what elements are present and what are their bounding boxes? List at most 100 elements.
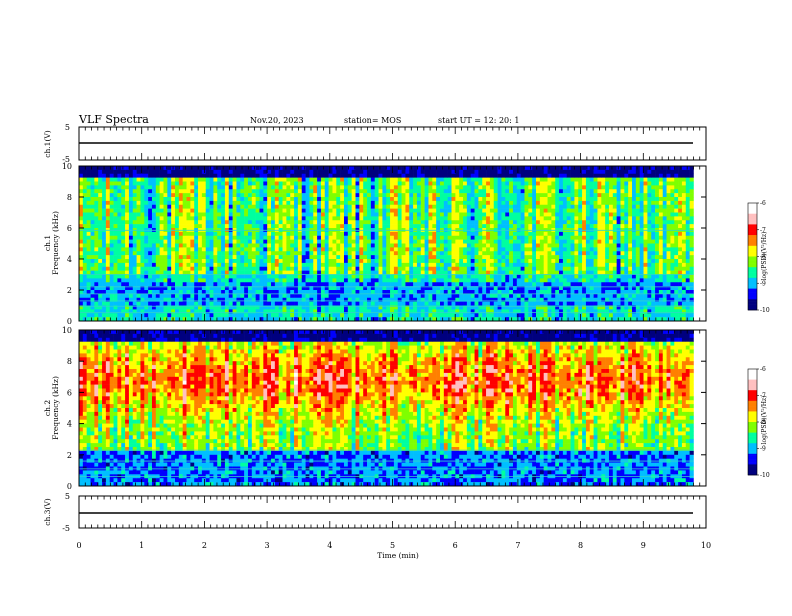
spectrogram-cell (467, 263, 471, 267)
spectrogram-cell (390, 255, 394, 259)
spectrogram-cell (275, 209, 279, 213)
spectrogram-cell (398, 170, 402, 174)
spectrogram-cell (137, 298, 141, 302)
spectrogram-cell (306, 278, 310, 282)
spectrogram-cell (555, 259, 559, 263)
spectrogram-cell (202, 236, 206, 240)
spectrogram-cell (87, 275, 91, 279)
spectrogram-cell (313, 166, 317, 170)
spectrogram-cell (505, 178, 509, 182)
spectrogram-cell (198, 220, 202, 224)
spectrogram-cell (217, 240, 221, 244)
spectrogram-cell (221, 174, 225, 178)
spectrogram-cell (413, 197, 417, 201)
spectrogram-cell (417, 224, 421, 228)
spectrogram-cell (348, 282, 352, 286)
spectrogram-cell (260, 263, 264, 267)
spectrogram-cell (98, 259, 102, 263)
spectrogram-cell (236, 170, 240, 174)
spectrogram-cell (309, 185, 313, 189)
spectrogram-cell (117, 178, 121, 182)
spectrogram-cell (428, 178, 432, 182)
spectrogram-cell (448, 182, 452, 186)
ch1v-ylabel: ch.1(V) (43, 130, 52, 158)
spectrogram-cell (317, 224, 321, 228)
spectrogram-cell (221, 302, 225, 306)
spectrogram-cell (240, 236, 244, 240)
spectrogram-cell (329, 244, 333, 248)
spectrogram-cell (536, 302, 540, 306)
spectrogram-cell (448, 282, 452, 286)
spectrogram-cell (140, 178, 144, 182)
spectrogram-cell (306, 220, 310, 224)
spectrogram-cell (551, 213, 555, 217)
spectrogram-cell (448, 216, 452, 220)
spectrogram-cell (167, 298, 171, 302)
spectrogram-cell (309, 263, 313, 267)
spectrogram-cell (244, 185, 248, 189)
spectrogram-cell (110, 275, 114, 279)
spectrogram-cell (217, 251, 221, 255)
spectrogram-cell (144, 193, 148, 197)
spectrogram-cell (94, 216, 98, 220)
spectrogram-cell (528, 189, 532, 193)
spectrogram-cell (321, 189, 325, 193)
spectrogram-cell (394, 213, 398, 217)
spectrogram-cell (494, 209, 498, 213)
spectrogram-cell (267, 251, 271, 255)
spectrogram-cell (517, 220, 521, 224)
spectrogram-cell (233, 216, 237, 220)
spectrogram-cell (275, 247, 279, 251)
spectrogram-cell (183, 224, 187, 228)
spectrogram-cell (144, 178, 148, 182)
spectrogram-cell (233, 178, 237, 182)
spectrogram-cell (513, 251, 517, 255)
spectrogram-cell (532, 213, 536, 217)
spectrogram-cell (263, 282, 267, 286)
spectrogram-cell (175, 263, 179, 267)
spectrogram-cell (394, 166, 398, 170)
spectrogram-cell (317, 213, 321, 217)
spectrogram-cell (206, 244, 210, 248)
spectrogram-cell (210, 313, 214, 317)
spectrogram-cell (436, 251, 440, 255)
spectrogram-cell (236, 174, 240, 178)
spectrogram-cell (498, 240, 502, 244)
spectrogram-cell (352, 216, 356, 220)
spectrogram-cell (156, 255, 160, 259)
spectrogram-cell (306, 244, 310, 248)
spectrogram-cell (198, 302, 202, 306)
spectrogram-cell (459, 209, 463, 213)
spectrogram-cell (221, 309, 225, 313)
spectrogram-cell (336, 205, 340, 209)
spectrogram-cell (425, 213, 429, 217)
spectrogram-cell (513, 178, 517, 182)
spectrogram-cell (210, 302, 214, 306)
spectrogram-cell (114, 166, 118, 170)
spectrogram-cell (256, 170, 260, 174)
spectrogram-cell (102, 189, 106, 193)
spectrogram-cell (260, 220, 264, 224)
spectrogram-cell (283, 309, 287, 313)
spectrogram-cell (332, 224, 336, 228)
spectrogram-cell (94, 185, 98, 189)
spectrogram-cell (202, 309, 206, 313)
spectrogram-cell (390, 302, 394, 306)
spectrogram-cell (448, 255, 452, 259)
spectrogram-cell (194, 174, 198, 178)
spectrogram-cell (202, 201, 206, 205)
spectrogram-cell (252, 197, 256, 201)
spectrogram-cell (213, 247, 217, 251)
spectrogram-cell (217, 267, 221, 271)
spectrogram-cell (340, 224, 344, 228)
spectrogram-cell (110, 251, 114, 255)
spectrogram-cell (475, 309, 479, 313)
spectrogram-cell (217, 247, 221, 251)
spectrogram-cell (98, 189, 102, 193)
spectrogram-cell (129, 255, 133, 259)
spectrogram-cell (455, 213, 459, 217)
spectrogram-cell (187, 178, 191, 182)
spectrogram-cell (325, 251, 329, 255)
spectrogram-cell (379, 209, 383, 213)
spectrogram-cell (256, 174, 260, 178)
